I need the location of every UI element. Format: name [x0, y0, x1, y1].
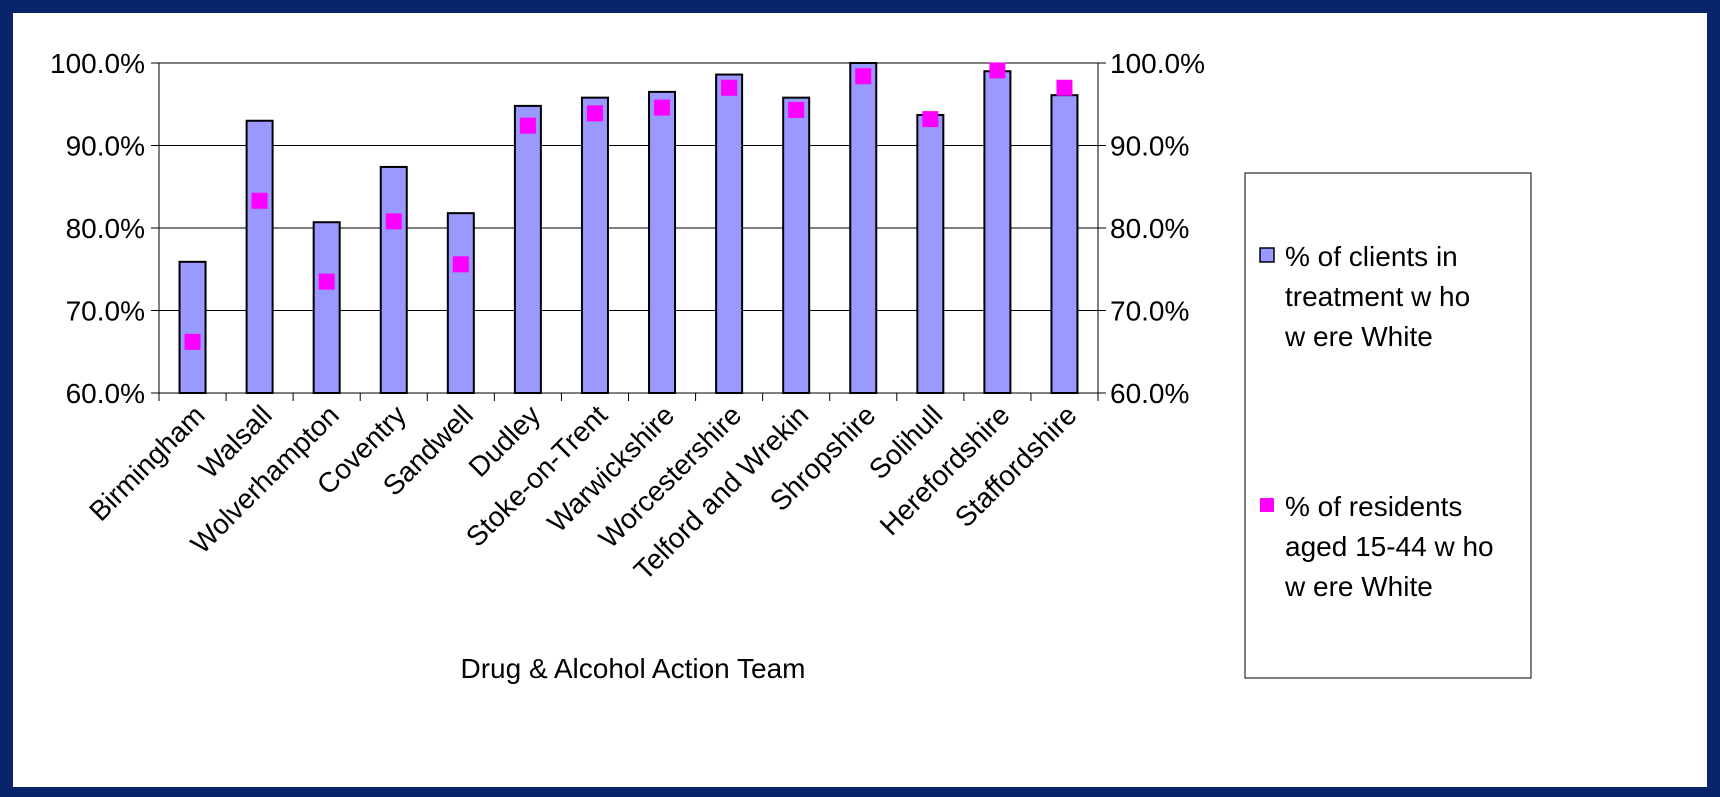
legend-swatch-marker	[1260, 498, 1274, 512]
legend-label: % of residents	[1285, 491, 1462, 522]
marker-series	[184, 62, 1073, 350]
marker-point	[855, 68, 872, 85]
axes	[151, 62, 1106, 401]
bar	[916, 113, 945, 394]
y-tick-label-left: 80.0%	[66, 213, 145, 244]
bar	[513, 104, 542, 395]
bar	[648, 90, 677, 394]
bar	[312, 221, 341, 394]
legend-label: aged 15-44 w ho	[1285, 531, 1494, 562]
marker-point	[1056, 79, 1073, 96]
y-tick-label-left: 70.0%	[66, 296, 145, 327]
legend-label: treatment w ho	[1285, 281, 1470, 312]
marker-point	[788, 102, 805, 119]
gridlines	[159, 62, 1098, 311]
y-tick-label-right: 80.0%	[1110, 213, 1189, 244]
bar	[245, 119, 274, 394]
legend-label: % of clients in	[1285, 241, 1458, 272]
bar	[1050, 94, 1079, 395]
legend-item-clients: % of clients in treatment w ho w ere White	[1259, 241, 1470, 352]
bar	[379, 165, 408, 394]
bar	[849, 62, 878, 394]
marker-point	[519, 117, 536, 134]
y-tick-label-right: 70.0%	[1110, 296, 1189, 327]
bar	[580, 96, 609, 395]
marker-point	[385, 213, 402, 230]
tick-labels: 100.0% 100.0% 90.0% 90.0% 80.0% 80.0% 70.0% 70.…	[50, 48, 1205, 586]
bar	[782, 96, 811, 395]
marker-point	[721, 79, 738, 96]
chart-svg: 100.0% 100.0% 90.0% 90.0% 80.0% 80.0% 70.0% 70.…	[50, 48, 1532, 684]
y-tick-label-right: 100.0%	[1110, 48, 1205, 79]
bar	[715, 73, 744, 395]
y-tick-label-right: 60.0%	[1110, 378, 1189, 409]
bar	[983, 70, 1012, 394]
marker-point	[251, 192, 268, 209]
chart-panel: 100.0% 100.0% 90.0% 90.0% 80.0% 80.0% 70.0% 70.…	[13, 13, 1707, 787]
y-tick-label-right: 90.0%	[1110, 131, 1189, 162]
legend-box	[1244, 172, 1532, 679]
marker-point	[989, 62, 1006, 79]
bar	[178, 260, 207, 394]
legend-item-residents: % of residents aged 15-44 w ho w ere White	[1260, 491, 1494, 602]
y-tick-label-left: 100.0%	[50, 48, 145, 79]
y-tick-label-left: 90.0%	[66, 131, 145, 162]
marker-point	[586, 105, 603, 122]
legend-label: w ere White	[1284, 571, 1433, 602]
marker-point	[654, 99, 671, 116]
marker-point	[184, 333, 201, 350]
legend: % of clients in treatment w ho w ere White…	[1244, 172, 1532, 679]
legend-swatch-bar	[1259, 247, 1275, 263]
category-label: Birmingham	[83, 399, 211, 527]
marker-point	[452, 256, 469, 273]
marker-point	[318, 273, 335, 290]
legend-label: w ere White	[1284, 321, 1433, 352]
marker-point	[922, 111, 939, 128]
bar	[446, 212, 475, 394]
y-tick-label-left: 60.0%	[66, 378, 145, 409]
x-axis-title: Drug & Alcohol Action Team	[460, 653, 805, 684]
